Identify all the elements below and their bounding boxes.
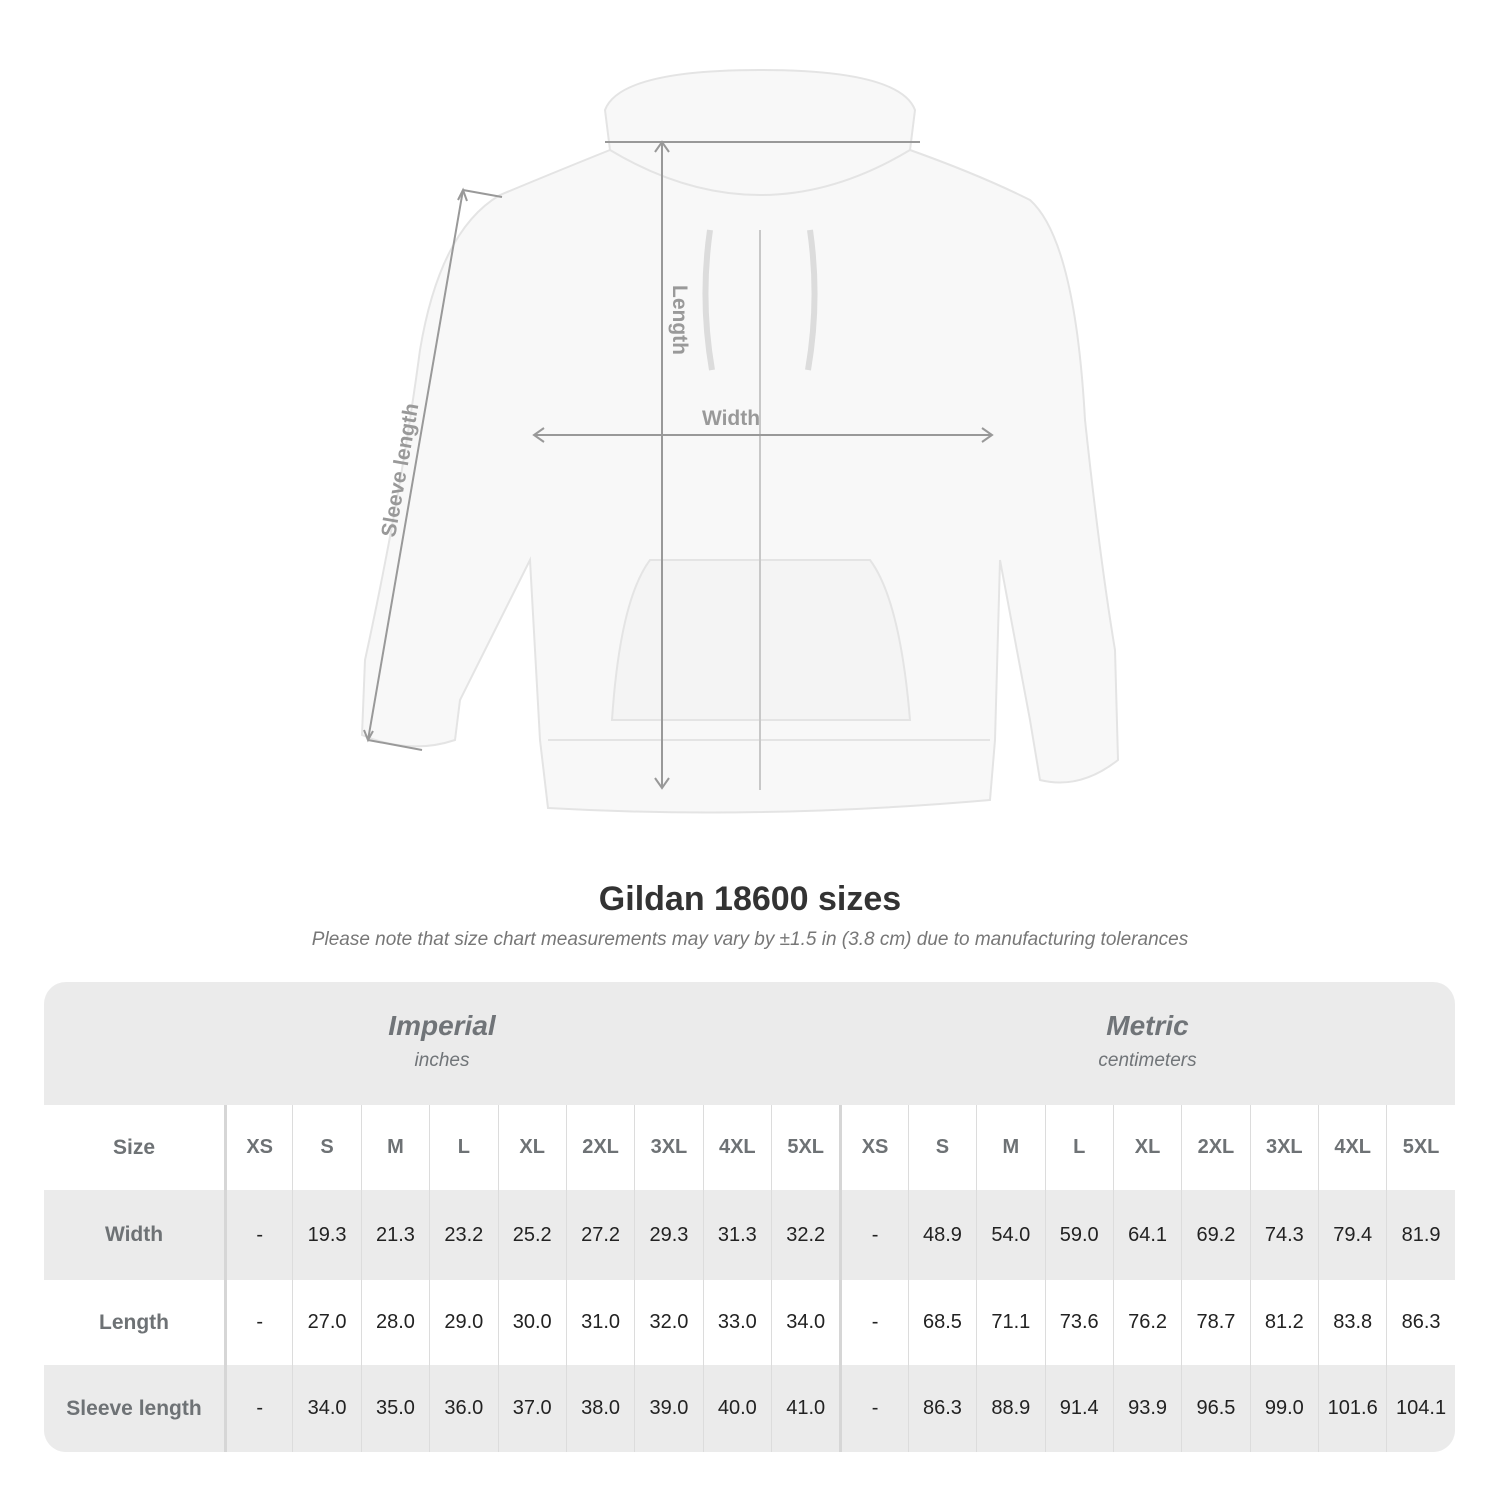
metric-size-header: 4XL (1318, 1105, 1386, 1190)
metric-value-cell: 71.1 (976, 1280, 1044, 1365)
imperial-unit: inches (414, 1050, 470, 1071)
metric-unit: centimeters (1098, 1050, 1197, 1071)
metric-value-cell: 59.0 (1044, 1190, 1113, 1280)
metric-value-cell: 91.4 (1044, 1365, 1113, 1452)
hoodie-image (360, 68, 1120, 814)
imperial-value-cell: 30.0 (497, 1280, 566, 1365)
metric-value-cell: 69.2 (1181, 1190, 1249, 1280)
row-label: Size (112, 1135, 156, 1159)
metric-size-header: 2XL (1181, 1105, 1249, 1190)
imperial-size-header: L (429, 1105, 497, 1190)
imperial-value-cell: 40.0 (702, 1365, 771, 1452)
imperial-value-cell: 31.0 (565, 1280, 634, 1365)
imperial-value-cell: 37.0 (497, 1365, 566, 1452)
metric-value-cell: 73.6 (1044, 1280, 1113, 1365)
metric-header: Metric centimeters (840, 982, 1455, 1105)
imperial-value-cell: 28.0 (360, 1280, 429, 1365)
metric-value-cell: 86.3 (1386, 1280, 1454, 1365)
imperial-size-header: XS (224, 1105, 292, 1190)
imperial-value-cell: 33.0 (702, 1280, 771, 1365)
metric-value-cell: 86.3 (907, 1365, 976, 1452)
imperial-value-cell: 35.0 (360, 1365, 429, 1452)
page-title: Gildan 18600 sizes (598, 880, 902, 918)
metric-value-cell: 81.2 (1249, 1280, 1318, 1365)
hoodie-diagram: Length Width Sleeve length (360, 68, 1120, 814)
imperial-value-cell: 25.2 (497, 1190, 566, 1280)
imperial-value-cell: 38.0 (565, 1365, 634, 1452)
table-row: Length -27.0 28.0 29.0 30.0 31.0 32.0 33.0 34.0-… (44, 1280, 1455, 1365)
imperial-value-cell: 21.3 (360, 1190, 429, 1280)
metric-value-cell: 96.5 (1181, 1365, 1249, 1452)
metric-value-cell: 93.9 (1112, 1365, 1181, 1452)
imperial-size-header: 3XL (634, 1105, 702, 1190)
table-row: Sleeve length -34.0 35.0 36.0 37.0 38.0 39.0 40… (44, 1365, 1455, 1452)
metric-value-cell: 104.1 (1386, 1365, 1454, 1452)
tolerance-note: Please note that size chart measurements… (311, 929, 1189, 950)
row-label: Sleeve length (66, 1396, 202, 1420)
row-label: Length (99, 1310, 169, 1334)
imperial-size-header: 4XL (702, 1105, 771, 1190)
imperial-value-cell: 32.0 (634, 1280, 702, 1365)
metric-value-cell: - (839, 1365, 907, 1452)
imperial-value-cell: 23.2 (429, 1190, 497, 1280)
metric-title: Metric (1106, 1010, 1189, 1041)
size-header-row: Size XS S M L XL 2XL 3XL 4XL 5XL XS S M L XL 2XL 3XL 4XL 5… (44, 1105, 1455, 1190)
metric-value-cell: 81.9 (1386, 1190, 1454, 1280)
metric-value-cell: 78.7 (1181, 1280, 1249, 1365)
imperial-value-cell: 29.0 (429, 1280, 497, 1365)
imperial-value-cell: - (224, 1365, 292, 1452)
imperial-value-cell: - (224, 1190, 292, 1280)
metric-size-header: XL (1112, 1105, 1181, 1190)
imperial-value-cell: 34.0 (771, 1280, 839, 1365)
imperial-size-header: M (360, 1105, 429, 1190)
imperial-value-cell: 19.3 (292, 1190, 360, 1280)
imperial-value-cell: 31.3 (702, 1190, 771, 1280)
metric-value-cell: 76.2 (1112, 1280, 1181, 1365)
metric-value-cell: 54.0 (976, 1190, 1044, 1280)
imperial-size-header: XL (497, 1105, 566, 1190)
metric-value-cell: 83.8 (1318, 1280, 1386, 1365)
imperial-value-cell: 36.0 (429, 1365, 497, 1452)
length-label: Length (668, 285, 691, 355)
imperial-value-cell: - (224, 1280, 292, 1365)
imperial-value-cell: 39.0 (634, 1365, 702, 1452)
metric-size-header: XS (839, 1105, 907, 1190)
imperial-value-cell: 29.3 (634, 1190, 702, 1280)
imperial-size-header: 2XL (565, 1105, 634, 1190)
metric-size-header: S (907, 1105, 976, 1190)
imperial-value-cell: 27.2 (565, 1190, 634, 1280)
metric-value-cell: 99.0 (1249, 1365, 1318, 1452)
measurement-lines (363, 140, 994, 790)
imperial-title: Imperial (388, 1010, 496, 1041)
metric-value-cell: - (839, 1280, 907, 1365)
metric-value-cell: 79.4 (1318, 1190, 1386, 1280)
metric-value-cell: 88.9 (976, 1365, 1044, 1452)
metric-value-cell: 64.1 (1112, 1190, 1181, 1280)
metric-value-cell: 48.9 (907, 1190, 976, 1280)
row-label: Width (104, 1223, 164, 1246)
imperial-value-cell: 41.0 (771, 1365, 839, 1452)
imperial-size-header: 5XL (771, 1105, 839, 1190)
imperial-header: Imperial inches (224, 982, 660, 1105)
size-table: Imperial inches Metric centimeters Size X… (44, 982, 1455, 1452)
metric-size-header: M (976, 1105, 1044, 1190)
metric-value-cell: 101.6 (1318, 1365, 1386, 1452)
metric-value-cell: 74.3 (1249, 1190, 1318, 1280)
metric-size-header: L (1044, 1105, 1113, 1190)
metric-value-cell: 68.5 (907, 1280, 976, 1365)
metric-value-cell: - (839, 1190, 907, 1280)
imperial-size-header: S (292, 1105, 360, 1190)
metric-size-header: 5XL (1386, 1105, 1454, 1190)
width-label: Width (702, 407, 760, 430)
metric-size-header: 3XL (1249, 1105, 1318, 1190)
imperial-value-cell: 32.2 (771, 1190, 839, 1280)
imperial-value-cell: 27.0 (292, 1280, 360, 1365)
table-row: Width -19.3 21.3 23.2 25.2 27.2 29.3 31.3 32.2-4… (44, 1190, 1455, 1280)
imperial-value-cell: 34.0 (292, 1365, 360, 1452)
